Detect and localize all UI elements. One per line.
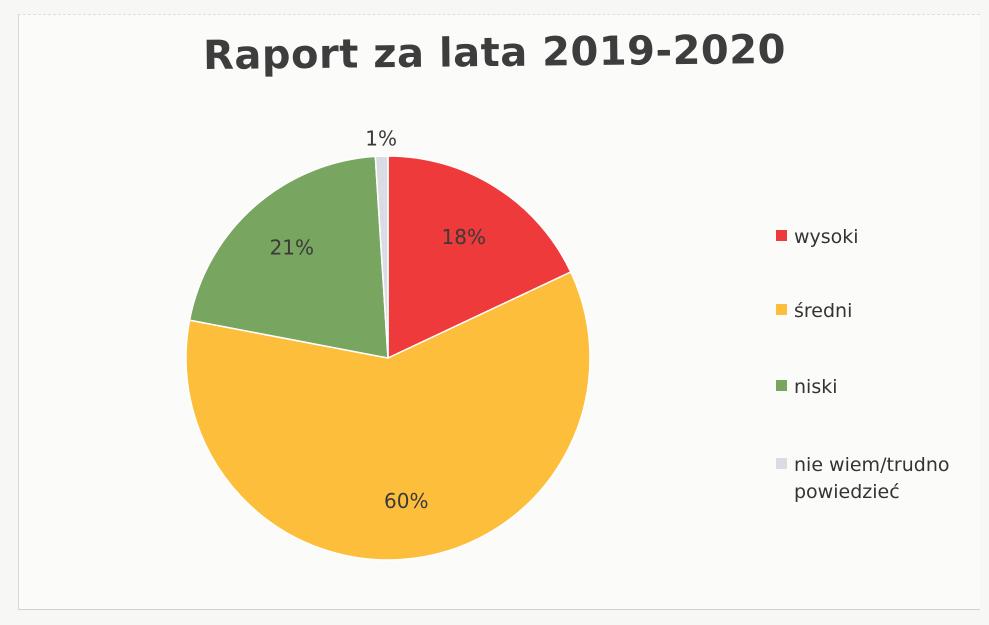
data-label-2: 60% bbox=[384, 489, 428, 513]
legend-item-sredni: średni bbox=[776, 298, 974, 325]
legend-swatch bbox=[776, 230, 787, 241]
legend-item-wysoki: wysoki bbox=[776, 224, 974, 251]
legend-item-nie-wiem: nie wiem/trudno powiedzieć bbox=[776, 452, 974, 506]
pie-slice-4 bbox=[374, 155, 389, 359]
legend-label: nie wiem/trudno powiedzieć bbox=[794, 454, 950, 503]
data-label-3: 21% bbox=[270, 235, 314, 259]
pie-slice-2 bbox=[185, 270, 591, 561]
legend-swatch bbox=[776, 458, 787, 469]
legend-label: niski bbox=[794, 376, 838, 398]
legend-label: średni bbox=[794, 300, 853, 322]
pie-data-labels: 18% 60% 21% 1% bbox=[270, 126, 486, 512]
data-label-4: 1% bbox=[365, 126, 397, 150]
pie-slices bbox=[185, 155, 591, 561]
legend-swatch bbox=[776, 304, 787, 315]
legend-item-niski: niski bbox=[776, 374, 974, 401]
legend-label: wysoki bbox=[794, 226, 859, 248]
legend-swatch bbox=[776, 380, 787, 391]
pie-slice-1 bbox=[387, 155, 572, 360]
pie-slice-3 bbox=[188, 155, 389, 359]
data-label-1: 18% bbox=[442, 225, 486, 249]
